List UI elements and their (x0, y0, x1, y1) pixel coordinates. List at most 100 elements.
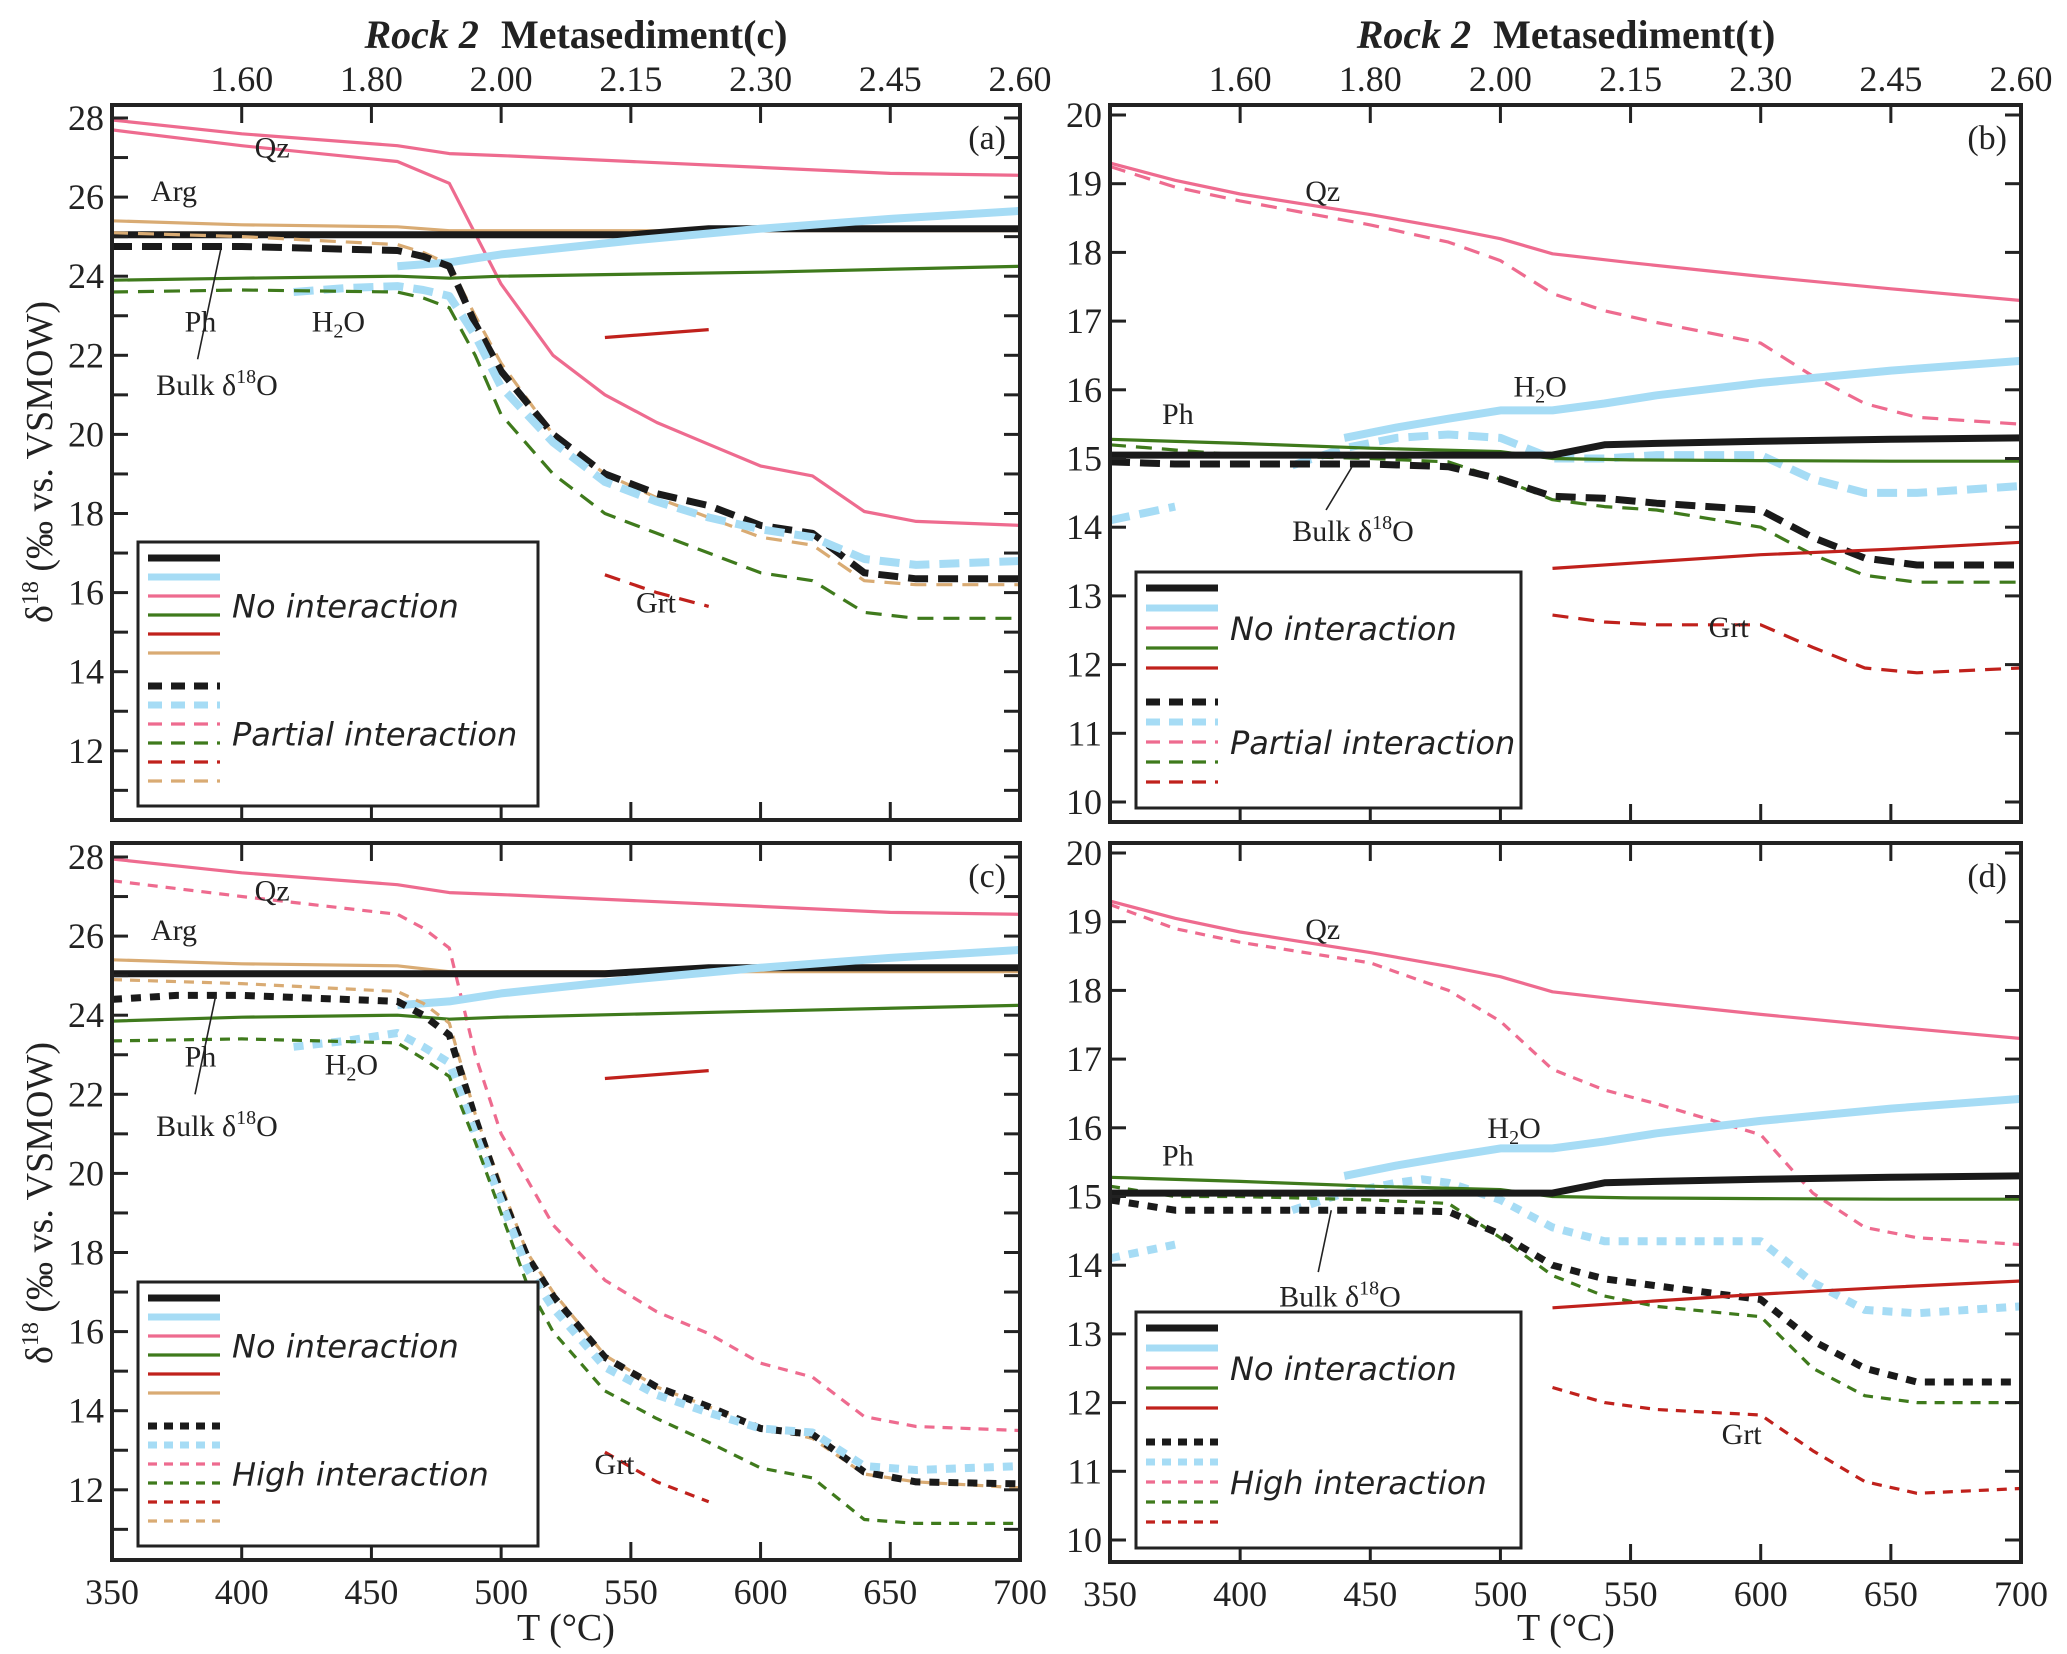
title-right-bold: Metasediment(t) (1493, 12, 1775, 57)
top-axis-label: 1.60 (210, 59, 273, 99)
bulk-leader-line (1317, 1210, 1333, 1273)
top-axis-label: 2.30 (729, 59, 792, 99)
y-tick-label: 14 (68, 652, 104, 692)
title-left-bold: Metasediment(c) (501, 12, 788, 57)
x-tick-label: 500 (474, 1572, 528, 1612)
y-tick-label: 12 (68, 731, 104, 771)
x-tick-label: 350 (85, 1572, 139, 1612)
y-tick-label: 24 (68, 995, 104, 1035)
series-line-qz-solid (112, 128, 1020, 527)
y-tick-label: 17 (1066, 301, 1102, 341)
series-group (1110, 899, 2021, 1495)
x-tick-label: 650 (1864, 1574, 1918, 1614)
annotation-label: Bulk δ18O (1279, 1277, 1401, 1313)
x-tick-label: 650 (863, 1572, 917, 1612)
series-line-bulk-solid (112, 225, 1020, 239)
y-tick-label: 17 (1066, 1039, 1102, 1079)
y-tick-label: 11 (1067, 713, 1102, 753)
series-line-grt-dot (1552, 1385, 2021, 1495)
annotation-label: Qz (255, 132, 290, 165)
y-tick-label: 12 (68, 1470, 104, 1510)
series-line-h2o-solid (1343, 1094, 2021, 1180)
series-line-bulk-dash (1110, 458, 2021, 569)
top-axis-label: 2.45 (1859, 59, 1922, 99)
y-tick-label: 16 (68, 1312, 104, 1352)
series-line-grt-dash (1552, 613, 2021, 675)
x-tick-label: 350 (1083, 1574, 1137, 1614)
title-left-italic: Rock 2 (364, 12, 479, 57)
y-tick-label: 15 (1066, 1177, 1102, 1217)
legend-label-solid: No interaction (232, 1328, 459, 1366)
series-line-qz-solid (112, 118, 1020, 177)
series-line-ph-dash (112, 288, 1020, 620)
y-tick-label: 26 (68, 177, 104, 217)
top-axis-label: 2.15 (599, 59, 662, 99)
series-line-qz-dash (1110, 164, 2021, 426)
y-tick-label: 14 (1066, 507, 1102, 547)
y-tick-label: 16 (68, 573, 104, 613)
x-tick-label: 400 (1213, 1574, 1267, 1614)
y-tick-label: 20 (1066, 95, 1102, 135)
top-axis-label: 2.30 (1729, 59, 1792, 99)
y-tick-label: 28 (68, 98, 104, 138)
series-line-h2o-dash (1290, 430, 2021, 497)
series-line-arg-dot (112, 978, 1020, 1490)
y-tick-label: 14 (68, 1391, 104, 1431)
title-left: Rock 2 Metasediment(c) (364, 12, 788, 57)
annotation-label: Bulk δ18O (156, 366, 278, 402)
series-line-h2o-dash (1110, 502, 1176, 525)
annotation-label: Ph (185, 1041, 217, 1074)
annotation-label: Ph (1162, 398, 1194, 431)
y-tick-label: 19 (1066, 164, 1102, 204)
series-line-grt-solid (1552, 540, 2021, 570)
legend: No interaction Partial interaction (1134, 570, 1523, 810)
annotation-label: Bulk δ18O (156, 1107, 278, 1143)
title-right: Rock 2 Metasediment(t) (1356, 12, 1776, 57)
series-line-bulk-solid (1110, 434, 2021, 459)
series-line-h2o-solid (1343, 356, 2021, 442)
legend-label-solid: No interaction (232, 588, 459, 626)
y-tick-label: 22 (68, 335, 104, 375)
annotation-label: Qz (255, 875, 290, 908)
series-line-bulk-solid (112, 964, 1020, 978)
legend-box (136, 1280, 540, 1548)
annotation-label: Ph (1162, 1140, 1194, 1173)
plot-frame (1108, 103, 2023, 824)
top-axis-label: 2.00 (470, 59, 533, 99)
annotation-label: Grt (1709, 611, 1750, 644)
annotation-label: Grt (1722, 1418, 1763, 1451)
annotation-label: Grt (595, 1448, 636, 1481)
legend-label-dashed: High interaction (232, 1456, 489, 1494)
y-tick-label: 14 (1066, 1245, 1102, 1285)
y-tick-label: 18 (68, 1233, 104, 1273)
y-tick-label: 18 (1066, 232, 1102, 272)
series-line-bulk-dash (112, 243, 1020, 583)
y-tick-label: 18 (1066, 970, 1102, 1010)
legend-label-dashed: High interaction (1230, 1464, 1487, 1502)
y-tick-label: 20 (68, 1153, 104, 1193)
x-tick-label: 450 (344, 1572, 398, 1612)
x-tick-label: 550 (604, 1572, 658, 1612)
panel-letter: (c) (968, 858, 1006, 895)
annotation-label: Arg (151, 175, 197, 208)
series-line-grt-dot (604, 1450, 710, 1504)
x-tick-label: 450 (1343, 1574, 1397, 1614)
panel-letter: (d) (1967, 858, 2007, 895)
legend-label-solid: No interaction (1230, 610, 1457, 648)
x-tick-label: 700 (993, 1572, 1047, 1612)
plot-frame (110, 841, 1022, 1562)
x-tick-label: 500 (1473, 1574, 1527, 1614)
top-axis-label: 2.00 (1469, 59, 1532, 99)
series-line-grt-solid (604, 328, 709, 340)
top-axis-label: 1.80 (1339, 59, 1402, 99)
legend-label-dashed: Partial interaction (232, 716, 517, 754)
y-tick-label: 10 (1066, 782, 1102, 822)
series-line-bulk-solid (1110, 1172, 2021, 1197)
top-axis-label: 1.80 (340, 59, 403, 99)
annotation-label: Bulk δ18O (1292, 512, 1414, 548)
